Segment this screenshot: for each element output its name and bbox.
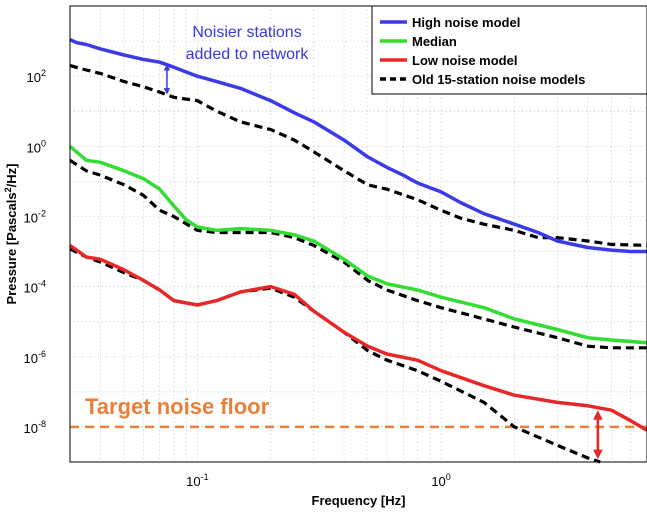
y-tick-label: 10-6 bbox=[24, 349, 46, 366]
y-tick-base: 10 bbox=[24, 281, 38, 296]
legend-box bbox=[371, 5, 647, 95]
series-line-0 bbox=[69, 38, 647, 254]
annotation-noisier-stations-line1: Noisier stations bbox=[192, 24, 301, 41]
y-tick-exp: -6 bbox=[38, 349, 46, 359]
red-arrow-head-top bbox=[593, 410, 603, 420]
x-tick-label: 10-1 bbox=[186, 472, 208, 489]
annotation-target-noise-floor: Target noise floor bbox=[85, 394, 270, 419]
x-tick-label: 100 bbox=[431, 472, 450, 489]
series-lines bbox=[68, 38, 647, 464]
plot-frame bbox=[69, 5, 647, 463]
x-tick-base: 10 bbox=[186, 474, 200, 489]
series-line-4 bbox=[69, 158, 647, 350]
y-tick-base: 10 bbox=[24, 210, 38, 225]
y-tick-exp: 2 bbox=[41, 68, 46, 78]
legend-label: High noise model bbox=[412, 15, 520, 30]
legend-label: Median bbox=[412, 34, 457, 49]
y-tick-label: 100 bbox=[27, 138, 46, 155]
blue-arrow-head-bottom bbox=[163, 88, 171, 95]
legend-label: Old 15-station noise models bbox=[412, 72, 585, 87]
x-tick-exp: 0 bbox=[446, 472, 451, 482]
y-tick-base: 10 bbox=[24, 421, 38, 436]
x-axis-label: Frequency [Hz] bbox=[312, 493, 406, 508]
y-tick-exp: -2 bbox=[38, 208, 46, 218]
y-axis-label: Pressure [Pascals2/Hz] bbox=[3, 164, 19, 305]
series-line-2 bbox=[68, 243, 647, 432]
y-axis-label-sup: 2 bbox=[3, 187, 13, 192]
y-tick-base: 10 bbox=[27, 70, 41, 85]
y-tick-base: 10 bbox=[27, 140, 41, 155]
legend-label: Low noise model bbox=[412, 53, 517, 68]
y-axis-label-end: /Hz] bbox=[4, 164, 19, 188]
y-tick-base: 10 bbox=[24, 351, 38, 366]
red-arrow-head-bottom bbox=[593, 449, 603, 460]
series-line-3 bbox=[69, 64, 647, 247]
y-tick-label: 102 bbox=[27, 68, 46, 85]
y-tick-label: 10-2 bbox=[24, 208, 46, 225]
y-tick-exp: -4 bbox=[38, 279, 46, 289]
annotation-arrows bbox=[163, 64, 603, 460]
y-tick-label: 10-8 bbox=[24, 419, 46, 436]
x-tick-base: 10 bbox=[431, 474, 445, 489]
y-tick-exp: 0 bbox=[41, 138, 46, 148]
series-line-1 bbox=[68, 144, 647, 345]
y-tick-exp: -8 bbox=[38, 419, 46, 429]
y-axis-label-main: Pressure [Pascals bbox=[4, 192, 19, 304]
series-line-5 bbox=[69, 247, 601, 464]
annotation-noisier-stations-line2: added to network bbox=[186, 46, 310, 63]
legend: High noise model Median Low noise model Old… bbox=[371, 5, 647, 95]
y-tick-label: 10-4 bbox=[24, 279, 46, 296]
x-tick-exp: -1 bbox=[201, 472, 209, 482]
blue-arrow-head-top bbox=[163, 64, 171, 71]
